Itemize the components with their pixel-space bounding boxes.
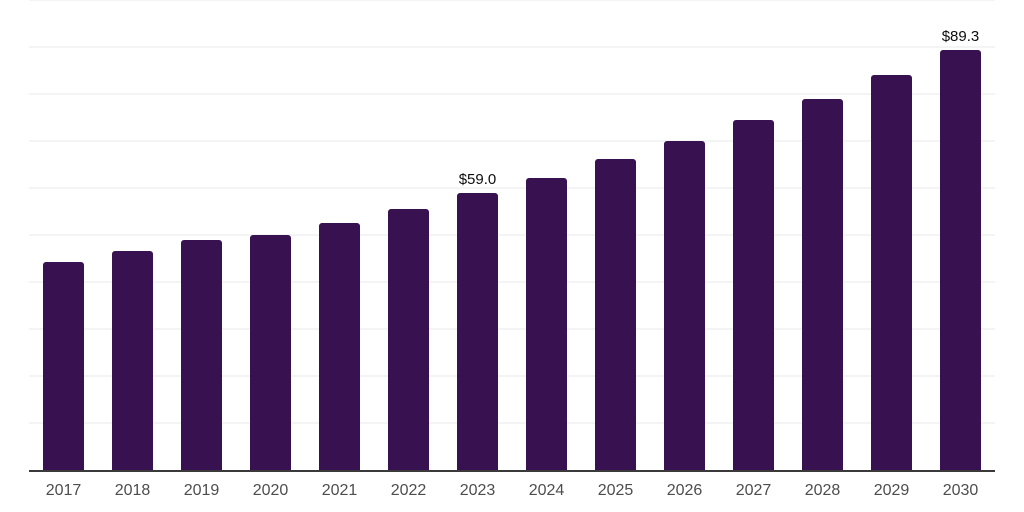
gridline [29, 93, 995, 95]
bar-2022 [388, 208, 429, 470]
x-axis-label: 2029 [873, 482, 910, 499]
x-axis-label: 2028 [804, 482, 841, 499]
bar-2019 [181, 240, 222, 470]
gridlines [29, 0, 995, 470]
bar-column [98, 0, 167, 470]
bar-column [788, 0, 857, 470]
bar-column: $59.0 [443, 0, 512, 470]
bar-column [167, 0, 236, 470]
bar-2024 [526, 177, 567, 470]
bar-column [29, 0, 98, 470]
bar-column: $89.3 [926, 0, 995, 470]
bar-2028 [802, 98, 843, 470]
bar-2018 [112, 250, 153, 470]
bar-2026 [664, 141, 705, 470]
x-axis-label: 2023 [459, 482, 496, 499]
gridline [29, 375, 995, 377]
x-axis-label: 2021 [321, 482, 358, 499]
gridline [29, 328, 995, 330]
x-axis-label: 2018 [114, 482, 151, 499]
bar-value-label: $89.3 [941, 28, 980, 46]
gridline [29, 281, 995, 283]
bar-column [719, 0, 788, 470]
gridline [29, 234, 995, 236]
bar-column [581, 0, 650, 470]
x-axis-label: 2026 [666, 482, 703, 499]
bar-column [236, 0, 305, 470]
bar-2029 [871, 75, 912, 470]
bar-2023 [457, 192, 498, 470]
x-axis: 2017 2018 2019 2020 2021 2022 2023 2024 2025 2026… [29, 472, 995, 500]
bar-2030 [940, 50, 981, 470]
x-axis-label: 2019 [183, 482, 220, 499]
x-axis-label: 2024 [528, 482, 565, 499]
x-axis-label: 2025 [597, 482, 634, 499]
bar-column [650, 0, 719, 470]
bar-column [512, 0, 581, 470]
gridline [29, 0, 995, 1]
bar-column [374, 0, 443, 470]
plot-area: $59.0 $89.3 [29, 0, 995, 472]
gridline [29, 422, 995, 424]
bar-2017 [43, 262, 84, 470]
bar-column [857, 0, 926, 470]
x-axis-label: 2030 [942, 482, 979, 499]
bar-2020 [250, 235, 291, 470]
x-axis-label: 2020 [252, 482, 289, 499]
x-axis-label: 2017 [45, 482, 82, 499]
x-axis-label: 2027 [735, 482, 772, 499]
gridline [29, 46, 995, 48]
bar-column [305, 0, 374, 470]
bar-2021 [319, 222, 360, 470]
x-axis-label: 2022 [390, 482, 427, 499]
gridline [29, 187, 995, 189]
bar-2027 [733, 119, 774, 470]
gridline [29, 140, 995, 142]
bar-value-label: $59.0 [458, 170, 497, 188]
bars: $59.0 $89.3 [29, 0, 995, 470]
bar-2025 [595, 159, 636, 470]
